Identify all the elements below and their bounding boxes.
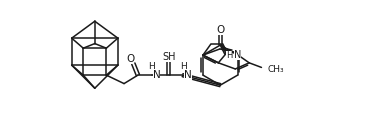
Text: O: O xyxy=(216,25,224,35)
Text: H: H xyxy=(226,51,232,60)
Text: N: N xyxy=(152,70,160,80)
Text: H: H xyxy=(148,62,155,71)
Text: SH: SH xyxy=(162,52,175,62)
Text: H: H xyxy=(180,62,187,71)
Text: O: O xyxy=(126,54,134,64)
Text: N: N xyxy=(234,50,241,60)
Text: N: N xyxy=(184,70,192,80)
Text: CH₃: CH₃ xyxy=(268,65,284,74)
